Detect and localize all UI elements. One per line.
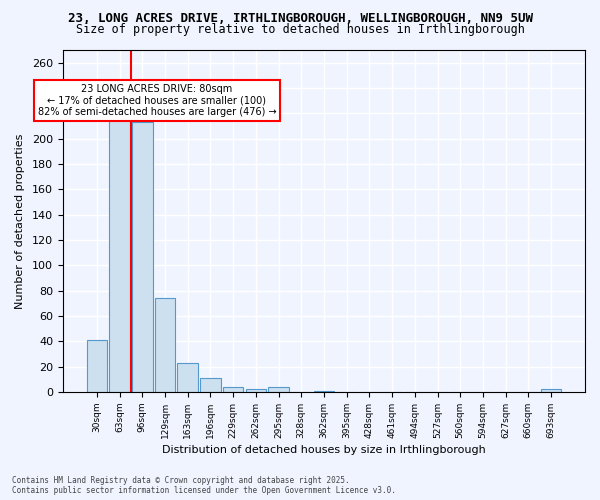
- Bar: [109, 118, 130, 392]
- Bar: [200, 378, 221, 392]
- X-axis label: Distribution of detached houses by size in Irthlingborough: Distribution of detached houses by size …: [162, 445, 486, 455]
- Bar: [541, 390, 561, 392]
- Text: 23 LONG ACRES DRIVE: 80sqm
← 17% of detached houses are smaller (100)
82% of sem: 23 LONG ACRES DRIVE: 80sqm ← 17% of deta…: [38, 84, 276, 117]
- Text: Contains HM Land Registry data © Crown copyright and database right 2025.
Contai: Contains HM Land Registry data © Crown c…: [12, 476, 396, 495]
- Bar: [245, 390, 266, 392]
- Bar: [178, 363, 198, 392]
- Text: Size of property relative to detached houses in Irthlingborough: Size of property relative to detached ho…: [76, 22, 524, 36]
- Bar: [132, 122, 152, 392]
- Y-axis label: Number of detached properties: Number of detached properties: [15, 134, 25, 308]
- Bar: [268, 387, 289, 392]
- Bar: [86, 340, 107, 392]
- Bar: [223, 387, 244, 392]
- Text: 23, LONG ACRES DRIVE, IRTHLINGBOROUGH, WELLINGBOROUGH, NN9 5UW: 23, LONG ACRES DRIVE, IRTHLINGBOROUGH, W…: [67, 12, 533, 26]
- Bar: [155, 298, 175, 392]
- Bar: [314, 390, 334, 392]
